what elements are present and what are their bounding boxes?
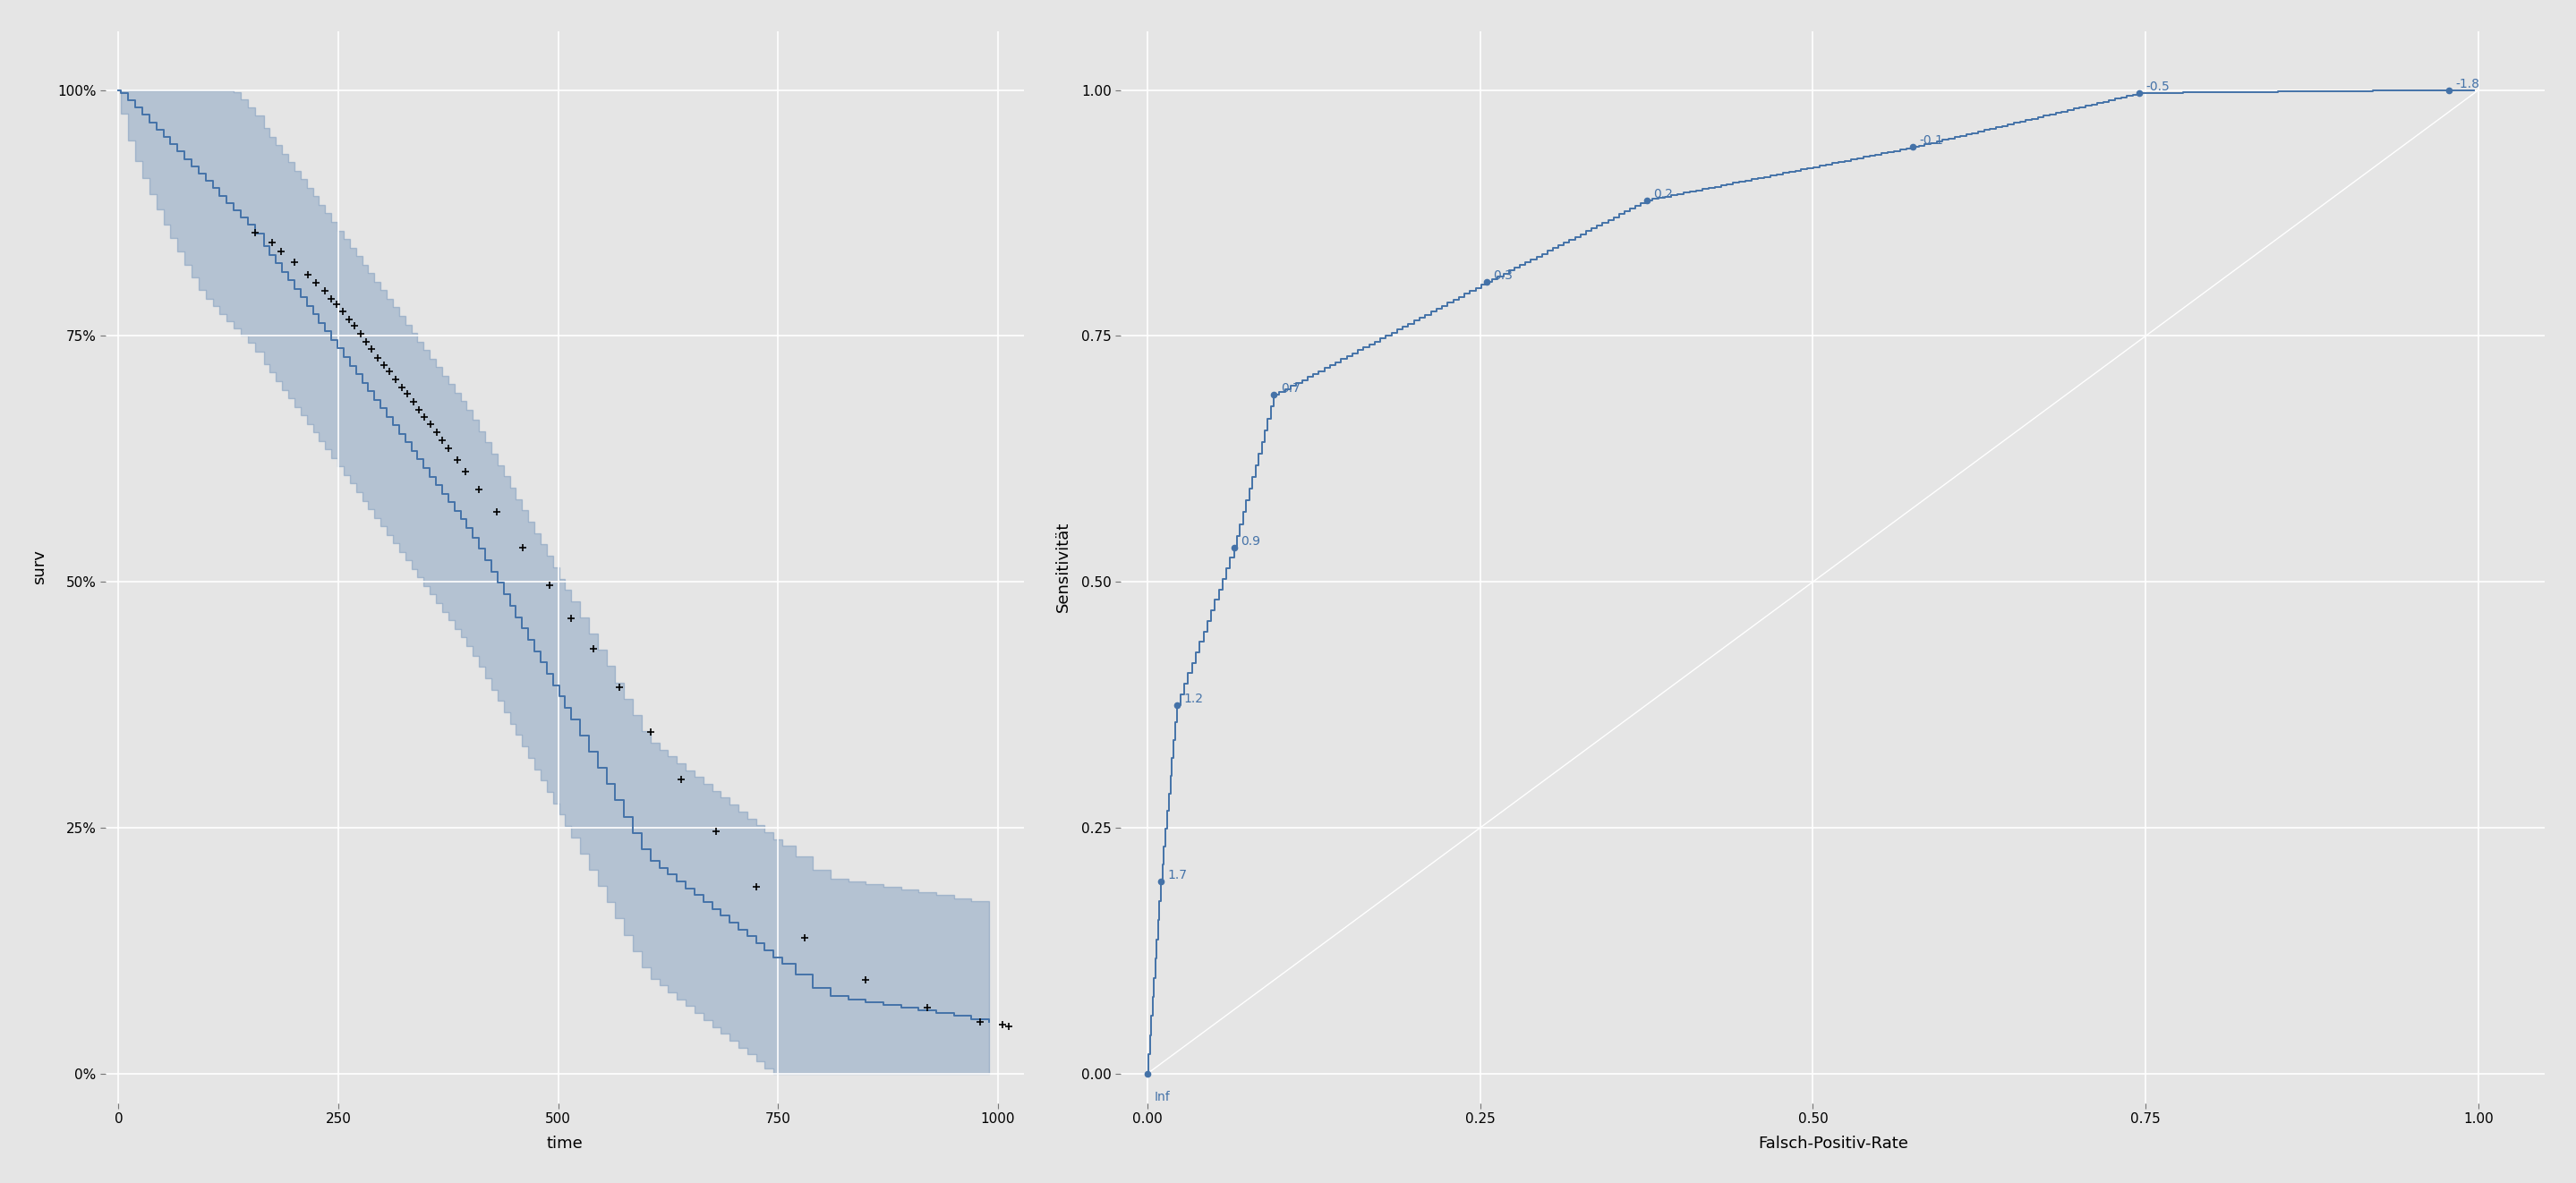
Y-axis label: Sensitivität: Sensitivität	[1056, 522, 1072, 613]
Text: -0.5: -0.5	[2146, 80, 2169, 93]
Text: 1.7: 1.7	[1167, 870, 1188, 881]
Text: 0.9: 0.9	[1242, 535, 1260, 548]
Y-axis label: surv: surv	[31, 550, 46, 584]
Text: 0.2: 0.2	[1654, 188, 1672, 200]
Text: 0.3: 0.3	[1494, 270, 1512, 282]
Text: -1.8: -1.8	[2455, 78, 2481, 90]
Text: 1.2: 1.2	[1182, 692, 1203, 705]
X-axis label: time: time	[546, 1136, 582, 1152]
Text: Inf: Inf	[1154, 1091, 1170, 1103]
X-axis label: Falsch-Positiv-Rate: Falsch-Positiv-Rate	[1757, 1136, 1909, 1152]
Text: 0.7: 0.7	[1280, 382, 1301, 395]
Text: -0.1: -0.1	[1919, 135, 1942, 147]
